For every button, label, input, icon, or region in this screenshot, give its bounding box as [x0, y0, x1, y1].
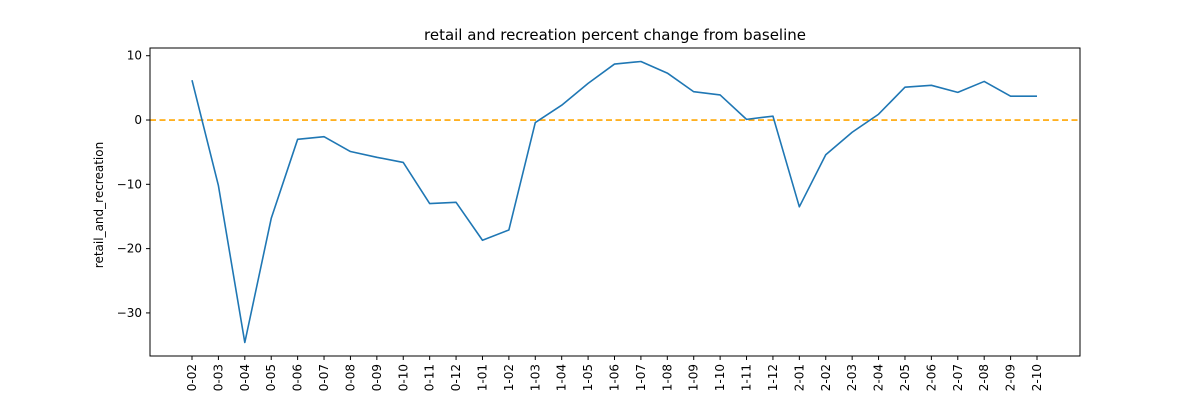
- chart-title: retail and recreation percent change fro…: [424, 26, 806, 44]
- x-tick-label: 0-09: [370, 364, 384, 391]
- x-tick-label: 0-02: [185, 364, 199, 391]
- x-tick-label: 0-06: [291, 364, 305, 391]
- x-tick-label: 0-04: [238, 364, 252, 391]
- axes-frame: [149, 47, 1081, 357]
- x-tick-label: 2-02: [819, 364, 833, 391]
- x-tick-label: 2-05: [898, 364, 912, 391]
- x-tick-label: 1-02: [502, 364, 516, 391]
- x-tick-label: 1-05: [581, 364, 595, 391]
- x-tick-label: 0-10: [396, 364, 410, 391]
- x-tick-label: 2-01: [792, 364, 806, 391]
- x-tick-label: 0-12: [449, 364, 463, 391]
- x-tick-label: 0-08: [343, 364, 357, 391]
- x-tick-label: 2-09: [1004, 364, 1018, 391]
- x-tick-label: 2-06: [924, 364, 938, 391]
- x-tick-label: 1-04: [555, 364, 569, 391]
- x-tick-label: 1-07: [634, 364, 648, 391]
- plot-area: 10 0 −10 −20 −30 0-02 0-03 0-04 0-05 0-06 0-07 0-08…: [117, 47, 1081, 391]
- x-tick-label: 1-10: [713, 364, 727, 391]
- x-tick-label: 1-08: [660, 364, 674, 391]
- x-tick-label: 2-04: [872, 364, 886, 391]
- x-tick-label: 0-11: [423, 364, 437, 391]
- x-tick-label: 0-05: [264, 364, 278, 391]
- x-tick-label: 2-07: [951, 364, 965, 391]
- y-tick-label: 0: [134, 113, 142, 127]
- y-tick-label: −30: [117, 306, 142, 320]
- y-axis-label: retail_and_recreation: [92, 142, 106, 268]
- y-tick-label: 10: [127, 49, 142, 63]
- x-tick-label: 1-03: [528, 364, 542, 391]
- y-tick-label: −10: [117, 177, 142, 191]
- x-tick-label: 2-10: [1030, 364, 1044, 391]
- x-tick-label: 2-08: [977, 364, 991, 391]
- x-tick-label: 0-07: [317, 364, 331, 391]
- x-tick-label: 1-01: [475, 364, 489, 391]
- y-tick-label: −20: [117, 242, 142, 256]
- x-tick-label: 1-11: [740, 364, 754, 391]
- x-tick-label: 1-06: [608, 364, 622, 391]
- x-tick-label: 1-12: [766, 364, 780, 391]
- x-tick-label: 0-03: [211, 364, 225, 391]
- series-line: [191, 60, 1037, 344]
- x-tick-label: 1-09: [687, 364, 701, 391]
- x-tick-label: 2-03: [845, 364, 859, 391]
